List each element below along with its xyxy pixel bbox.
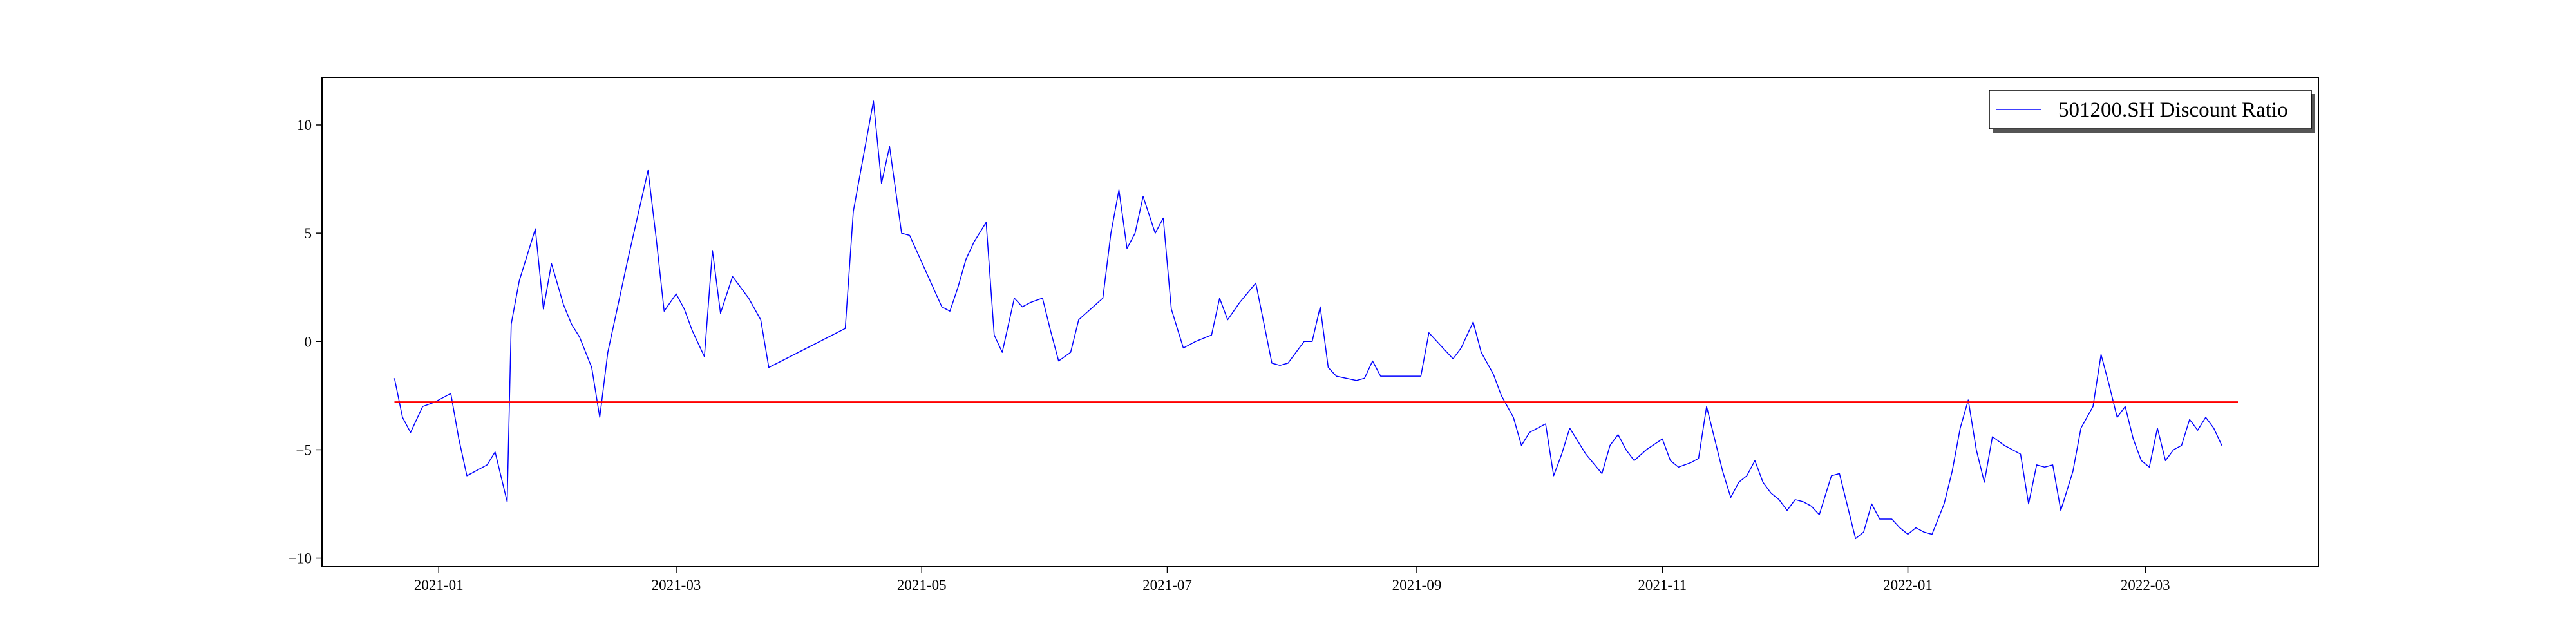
plot-frame bbox=[321, 77, 2319, 567]
x-tick-label: 2021-07 bbox=[1142, 577, 1192, 593]
legend-box bbox=[1989, 90, 2312, 129]
x-tick-label: 2021-01 bbox=[414, 577, 464, 593]
plot-series bbox=[393, 100, 2238, 540]
y-axis: −10 −5 0 5 10 bbox=[289, 117, 322, 567]
y-tick-label: 5 bbox=[305, 225, 312, 242]
legend-entry-label: 501200.SH Discount Ratio bbox=[2058, 99, 2288, 122]
x-axis: 2021-01 2021-03 2021-05 2021-07 2021-09 2021-… bbox=[414, 567, 2170, 593]
y-tick-label: 10 bbox=[297, 117, 312, 133]
x-tick-label: 2021-11 bbox=[1638, 577, 1687, 593]
y-tick-label: −10 bbox=[289, 551, 312, 567]
x-tick-label: 2021-09 bbox=[1392, 577, 1442, 593]
x-tick-label: 2022-03 bbox=[2121, 577, 2170, 593]
legend: 501200.SH Discount Ratio bbox=[1989, 90, 2315, 133]
x-tick-label: 2022-01 bbox=[1883, 577, 1933, 593]
series-line-discount-ratio bbox=[393, 100, 2222, 540]
x-tick-label: 2021-05 bbox=[897, 577, 947, 593]
y-tick-label: 0 bbox=[305, 334, 312, 350]
x-tick-label: 2021-03 bbox=[652, 577, 701, 593]
y-tick-label: −5 bbox=[296, 442, 312, 458]
